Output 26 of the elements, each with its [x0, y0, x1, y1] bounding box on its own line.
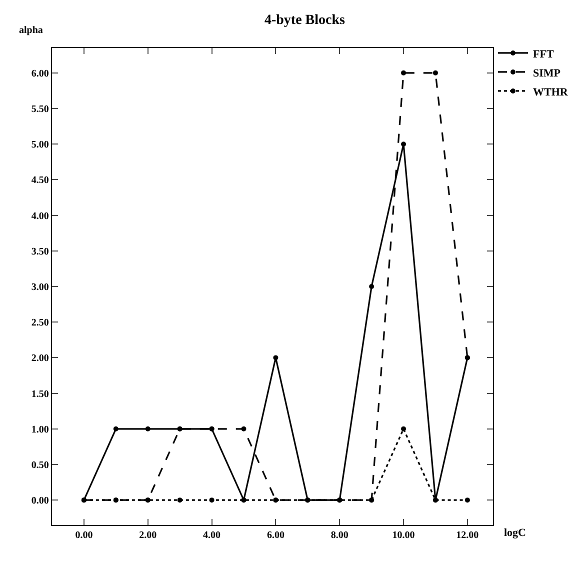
y-axis-title: alpha [19, 25, 43, 36]
y-tick-label: 5.50 [31, 104, 49, 116]
y-tick-label: 3.00 [31, 282, 49, 293]
y-tick-label: 2.00 [31, 353, 49, 364]
legend-label: SIMP [533, 67, 561, 80]
x-tick-label: 4.00 [203, 530, 221, 542]
x-tick-label: 10.00 [392, 530, 415, 542]
legend-label: FFT [533, 48, 554, 60]
y-tick-label: 4.50 [31, 175, 49, 186]
x-tick-label: 2.00 [139, 530, 157, 542]
y-tick-label: 4.00 [31, 210, 49, 222]
chart-title: 4-byte Blocks [264, 12, 346, 28]
legend-label: WTHR [533, 86, 569, 98]
x-tick-label: 6.00 [266, 530, 284, 542]
x-tick-label: 8.00 [330, 530, 348, 542]
y-tick-label: 1.50 [31, 388, 49, 400]
x-tick-label: 12.00 [456, 530, 479, 542]
x-axis-title: logC [504, 527, 526, 539]
y-tick-label: 1.00 [31, 424, 49, 436]
y-tick-label: 5.00 [31, 140, 49, 151]
y-tick-label: 2.50 [31, 318, 49, 329]
y-tick-label: 0.00 [31, 496, 49, 507]
y-tick-label: 6.00 [31, 68, 49, 80]
y-tick-label: 3.50 [31, 246, 49, 258]
x-tick-label: 0.00 [75, 530, 93, 542]
y-tick-label: 0.50 [31, 460, 49, 471]
